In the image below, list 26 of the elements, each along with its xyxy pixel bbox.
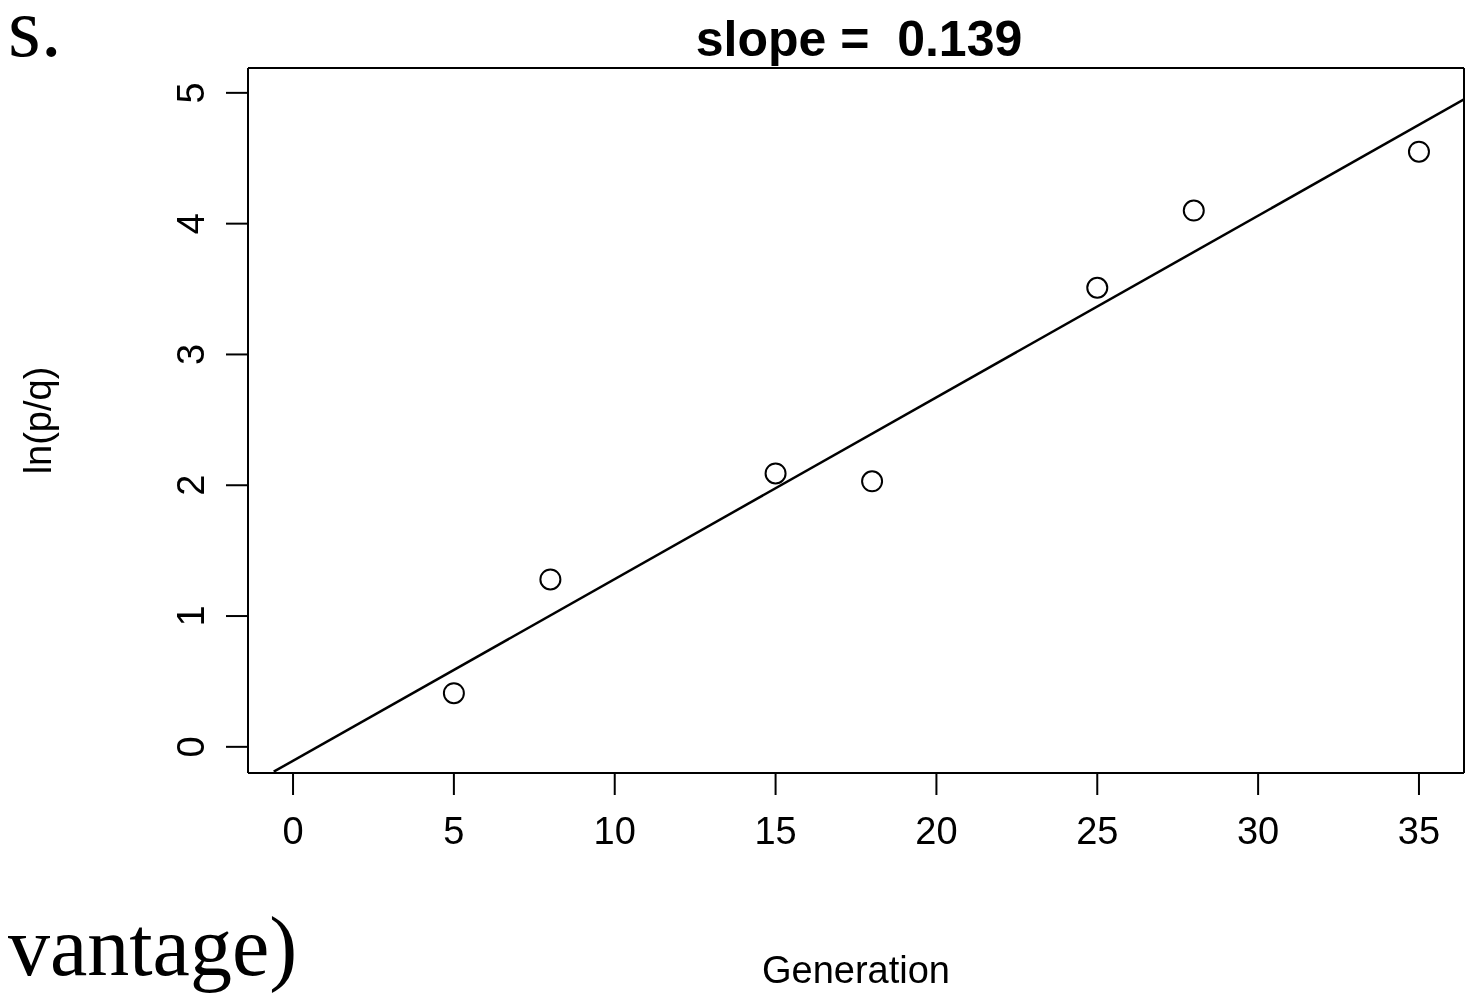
y-tick-label: 3 <box>170 343 212 366</box>
y-tick-label: 0 <box>170 736 212 758</box>
x-tick-label: 35 <box>1397 809 1441 852</box>
y-tick-label: 4 <box>170 213 212 235</box>
y-axis-title: ln(p/q) <box>17 366 60 475</box>
point <box>442 682 465 705</box>
y-tick-label: 5 <box>170 82 212 104</box>
x-tick-label: 15 <box>754 809 797 852</box>
point <box>1182 199 1205 222</box>
y-tick-label: 1 <box>170 605 212 627</box>
y-tick-label: 2 <box>170 474 212 496</box>
x-tick-label: 5 <box>443 809 465 852</box>
point <box>1086 276 1109 299</box>
point <box>861 470 884 493</box>
x-tick-label: 30 <box>1236 809 1280 852</box>
x-tick-label: 25 <box>1076 809 1119 852</box>
point <box>1407 140 1430 163</box>
text: s. <box>8 7 62 76</box>
point <box>539 568 562 591</box>
point <box>764 462 787 485</box>
text: vantage) <box>8 899 298 996</box>
chart-title: slope = 0.139 <box>694 10 1024 68</box>
x-tick-label: 20 <box>915 809 958 852</box>
x-axis-title: Generation <box>761 949 951 991</box>
x-tick-label: 10 <box>593 809 636 852</box>
x-tick-label: 0 <box>282 809 304 852</box>
